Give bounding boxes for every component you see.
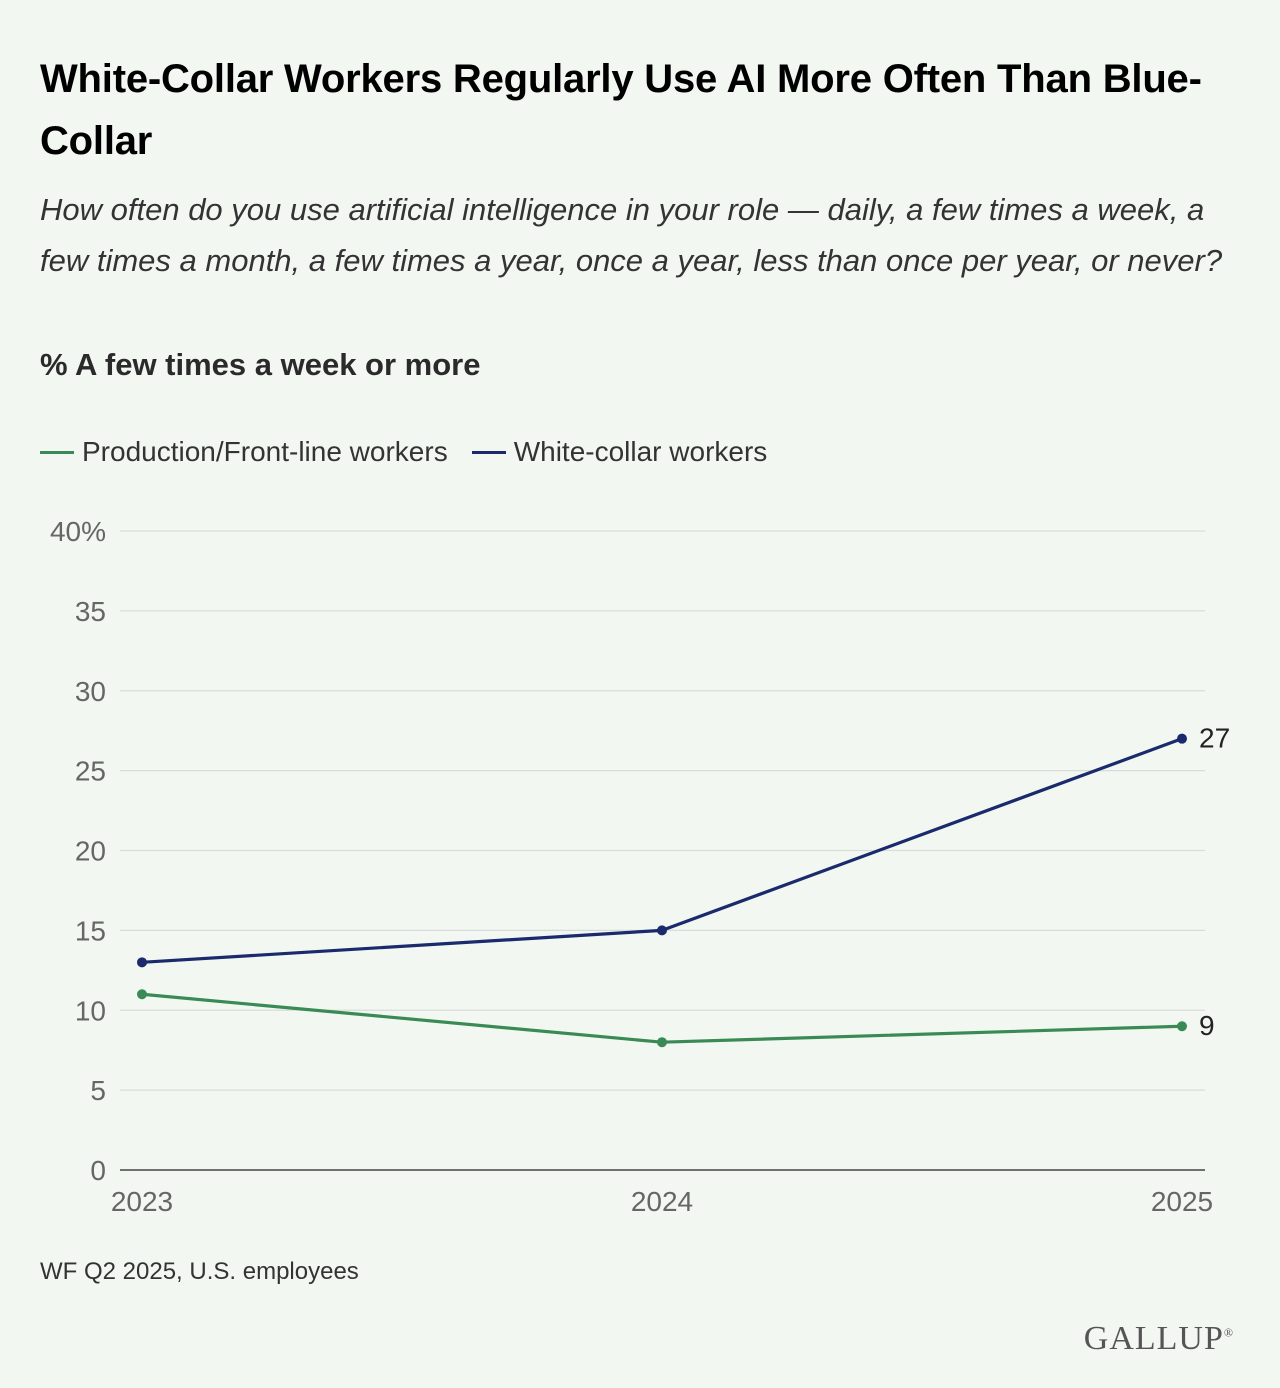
y-tick-label: 40%: [50, 516, 106, 547]
x-tick-label: 2023: [111, 1186, 173, 1217]
data-point: [137, 989, 147, 1000]
legend: Production/Front-line workers White-coll…: [40, 432, 791, 472]
data-label: 27: [1199, 723, 1230, 754]
legend-item-white-collar: White-collar workers: [471, 436, 768, 468]
y-tick-label: 25: [75, 756, 106, 787]
gallup-logo: GALLUP®: [1084, 1320, 1234, 1358]
y-tick-label: 10: [75, 995, 106, 1026]
legend-swatch-production: [40, 450, 74, 454]
legend-swatch-white-collar: [471, 450, 506, 454]
y-tick-label: 5: [90, 1075, 106, 1106]
data-point: [137, 957, 147, 968]
data-point: [657, 1037, 667, 1048]
y-tick-label: 35: [75, 596, 106, 627]
y-tick-label: 30: [75, 676, 106, 707]
chart-title: White-Collar Workers Regularly Use AI Mo…: [40, 57, 1202, 163]
data-label: 9: [1199, 1010, 1215, 1041]
chart-subtitle: How often do you use artificial intellig…: [40, 192, 1223, 278]
legend-label-production: Production/Front-line workers: [82, 436, 448, 467]
data-point: [657, 925, 667, 936]
x-tick-label: 2024: [631, 1186, 693, 1217]
data-point: [1177, 1021, 1187, 1032]
series-line: [140, 992, 1184, 1044]
legend-label-white-collar: White-collar workers: [513, 436, 768, 467]
source-note: WF Q2 2025, U.S. employees: [40, 1258, 359, 1285]
gallup-wordmark: GALLUP: [1083, 1320, 1224, 1357]
y-tick-label: 15: [75, 915, 106, 946]
x-tick-label: 2025: [1151, 1186, 1213, 1217]
y-tick-label: 0: [90, 1155, 106, 1186]
y-tick-label: 20: [75, 836, 106, 867]
measure-label: % A few times a week or more: [40, 347, 481, 382]
legend-item-production: Production/Front-line workers: [40, 436, 448, 468]
registered-mark: ®: [1223, 1325, 1234, 1340]
data-point: [1177, 733, 1187, 744]
